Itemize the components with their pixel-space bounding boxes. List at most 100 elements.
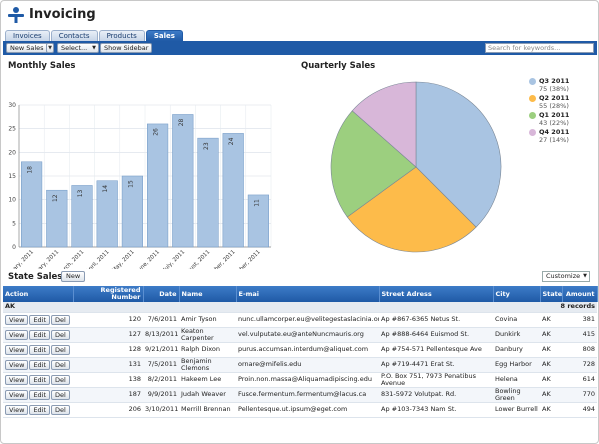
table-row[interactable]: View Edit Del 120 7/6/2011 Amir Tyson nunc.ull… bbox=[3, 312, 597, 328]
toolbar: New Sales ▼ Select... ▼ Show Sidebar Sea… bbox=[3, 41, 597, 55]
table-row[interactable]: View Edit Del 206 3/10/2011 Merrill Brennan Pe… bbox=[3, 402, 597, 418]
bar[interactable] bbox=[71, 185, 93, 248]
cell-name: Hakeem Lee bbox=[179, 372, 236, 388]
select-dropdown-value: Select... bbox=[61, 44, 88, 52]
legend-name: Q3 2011 bbox=[539, 77, 570, 85]
bar-value-label: 24 bbox=[228, 137, 235, 145]
legend-value: 75 (38%) bbox=[539, 85, 569, 93]
table-row[interactable]: View Edit Del 127 8/13/2011 Keaton Carpenter v… bbox=[3, 327, 597, 343]
edit-button[interactable]: Edit bbox=[29, 314, 51, 325]
x-tick-label: June, 2011 bbox=[135, 249, 161, 269]
cell-date: 7/5/2011 bbox=[143, 357, 179, 373]
bar-value-label: 13 bbox=[77, 189, 84, 197]
view-button[interactable]: View bbox=[5, 314, 29, 325]
table-header-row: Action Registered Number Date Name E-mai Stre… bbox=[3, 286, 598, 302]
del-button[interactable]: Del bbox=[51, 344, 70, 355]
table-row[interactable]: View Edit Del 131 7/5/2011 Benjamin Clemons or… bbox=[3, 357, 597, 373]
tab-invoices[interactable]: Invoices bbox=[5, 30, 50, 41]
edit-button[interactable]: Edit bbox=[29, 329, 51, 340]
cell-date: 8/13/2011 bbox=[143, 327, 179, 343]
x-tick-label: March, 2011 bbox=[57, 249, 85, 269]
bar[interactable] bbox=[247, 194, 269, 248]
cell-city: Dunkirk bbox=[493, 327, 540, 343]
bar[interactable] bbox=[222, 133, 244, 248]
cell-email: Proin.non.massa@Aliquamadipiscing.edu bbox=[236, 372, 379, 388]
legend-swatch bbox=[529, 78, 536, 85]
del-button[interactable]: Del bbox=[51, 359, 70, 370]
tab-sales[interactable]: Sales bbox=[145, 30, 183, 41]
cell-email: Fusce.fermentum.fermentum@lacus.ca bbox=[236, 387, 379, 403]
show-sidebar-button[interactable]: Show Sidebar bbox=[100, 43, 153, 53]
state-sales-new-button[interactable]: New bbox=[61, 271, 86, 282]
new-sales-dropdown-icon[interactable]: ▼ bbox=[46, 43, 54, 53]
bar[interactable] bbox=[197, 137, 219, 248]
view-button[interactable]: View bbox=[5, 329, 29, 340]
edit-button[interactable]: Edit bbox=[29, 344, 51, 355]
quarterly-sales-title: Quarterly Sales bbox=[301, 61, 376, 71]
column-header[interactable]: E-mai bbox=[236, 286, 380, 302]
monthly-sales-chart: 0 5 10 15 20 25 30 18 January, 2011 12 February, 2… bbox=[1, 69, 281, 269]
cell-name: Amir Tyson bbox=[179, 312, 236, 328]
row-actions: View Edit Del bbox=[3, 372, 73, 388]
table-row[interactable]: View Edit Del 128 9/21/2011 Ralph Dixon purus.… bbox=[3, 342, 597, 358]
bar[interactable] bbox=[147, 123, 169, 248]
bar[interactable] bbox=[172, 114, 194, 248]
cell-state: AK bbox=[540, 312, 562, 328]
column-header[interactable]: Street Adress bbox=[379, 286, 494, 302]
view-button[interactable]: View bbox=[5, 359, 29, 370]
edit-button[interactable]: Edit bbox=[29, 359, 51, 370]
bar[interactable] bbox=[46, 189, 68, 248]
edit-button[interactable]: Edit bbox=[29, 374, 51, 385]
y-tick-label: 30 bbox=[8, 102, 16, 109]
pie-slice[interactable] bbox=[351, 81, 417, 168]
del-button[interactable]: Del bbox=[51, 389, 70, 400]
tab-products[interactable]: Products bbox=[98, 30, 145, 41]
view-button[interactable]: View bbox=[5, 389, 29, 400]
quarterly-sales-chart bbox=[301, 69, 598, 269]
cell-city: Covina bbox=[493, 312, 540, 328]
column-header[interactable]: Registered Number bbox=[73, 286, 144, 302]
cell-email: Pellentesque.ut.ipsum@eget.com bbox=[236, 402, 379, 418]
search-input[interactable]: Search for keywords... bbox=[485, 43, 594, 53]
column-header[interactable]: State bbox=[540, 286, 563, 302]
bar-value-label: 14 bbox=[102, 185, 109, 193]
bar[interactable] bbox=[96, 180, 118, 248]
cell-street: Ap #867-6365 Netus St. bbox=[379, 312, 493, 328]
cell-amount: 415 bbox=[562, 327, 597, 343]
select-dropdown[interactable]: Select... ▼ bbox=[57, 43, 99, 53]
cell-reg: 128 bbox=[73, 342, 143, 358]
pie-slice[interactable] bbox=[346, 166, 477, 253]
tab-contacts[interactable]: Contacts bbox=[50, 30, 98, 41]
view-button[interactable]: View bbox=[5, 344, 29, 355]
cell-state: AK bbox=[540, 357, 562, 373]
bar[interactable] bbox=[121, 175, 143, 248]
cell-city: Lower Burrell bbox=[493, 402, 540, 418]
legend-name: Q4 2011 bbox=[539, 128, 570, 136]
del-button[interactable]: Del bbox=[51, 374, 70, 385]
del-button[interactable]: Del bbox=[51, 314, 70, 325]
bar[interactable] bbox=[21, 161, 43, 248]
y-tick-label: 20 bbox=[8, 149, 16, 156]
pie-slice[interactable] bbox=[330, 110, 417, 218]
view-button[interactable]: View bbox=[5, 374, 29, 385]
new-sales-button[interactable]: New Sales bbox=[6, 43, 48, 53]
column-header[interactable]: Amount bbox=[562, 286, 598, 302]
column-header[interactable]: Name bbox=[179, 286, 237, 302]
table-row[interactable]: View Edit Del 187 9/9/2011 Judah Weaver Fusce.… bbox=[3, 387, 597, 403]
cell-name: Keaton Carpenter bbox=[179, 327, 236, 343]
cell-street: Ap #103-7343 Nam St. bbox=[379, 402, 493, 418]
table-row[interactable]: View Edit Del 138 8/2/2011 Hakeem Lee Proin.no… bbox=[3, 372, 597, 388]
edit-button[interactable]: Edit bbox=[29, 389, 51, 400]
column-header[interactable]: Date bbox=[143, 286, 180, 302]
del-button[interactable]: Del bbox=[51, 329, 70, 340]
bar-value-label: 11 bbox=[253, 199, 260, 207]
pie-slice[interactable] bbox=[415, 81, 502, 228]
column-header[interactable]: City bbox=[493, 286, 541, 302]
edit-button[interactable]: Edit bbox=[29, 404, 51, 415]
customize-dropdown[interactable]: Customize ▼ bbox=[542, 271, 590, 282]
del-button[interactable]: Del bbox=[51, 404, 70, 415]
view-button[interactable]: View bbox=[5, 404, 29, 415]
cell-amount: 614 bbox=[562, 372, 597, 388]
column-header[interactable]: Action bbox=[3, 286, 74, 302]
